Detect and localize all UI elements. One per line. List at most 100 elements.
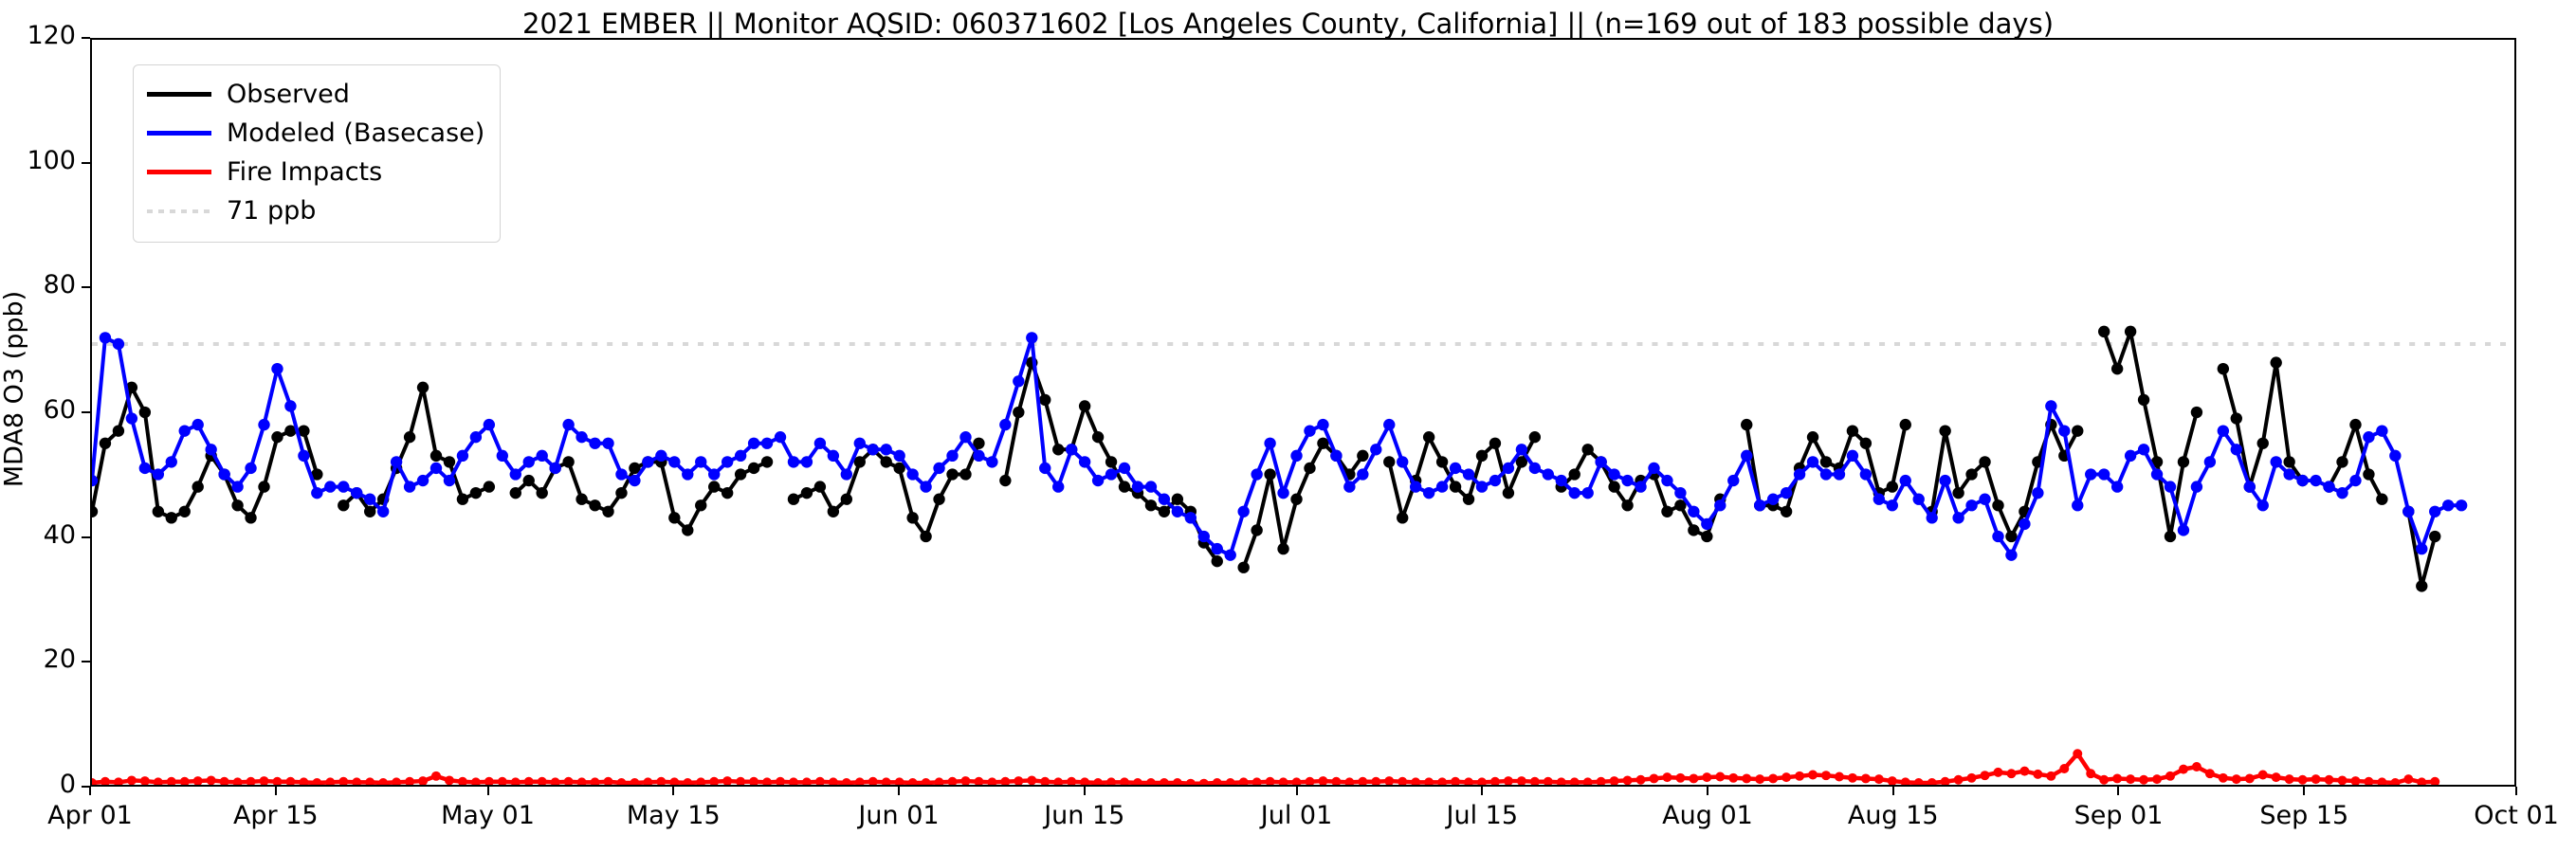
data-point-marker bbox=[590, 777, 600, 785]
data-point-marker bbox=[1078, 456, 1091, 468]
data-point-marker bbox=[2097, 468, 2110, 481]
data-point-marker bbox=[1675, 772, 1686, 783]
data-point-marker bbox=[1237, 505, 1250, 517]
data-point-marker bbox=[1702, 772, 1712, 783]
data-point-marker bbox=[1383, 418, 1396, 431]
data-point-marker bbox=[2363, 468, 2375, 481]
data-point-marker bbox=[934, 777, 944, 785]
data-point-marker bbox=[431, 771, 441, 781]
data-point-marker bbox=[2296, 474, 2309, 487]
data-point-marker bbox=[99, 332, 112, 344]
data-point-marker bbox=[1568, 486, 1580, 499]
data-point-marker bbox=[536, 486, 548, 499]
data-point-marker bbox=[1661, 505, 1673, 517]
data-point-marker bbox=[854, 777, 865, 785]
data-point-marker bbox=[1039, 393, 1051, 407]
data-point-marker bbox=[987, 777, 997, 785]
data-point-marker bbox=[629, 462, 641, 475]
data-point-marker bbox=[1145, 778, 1156, 785]
data-point-marker bbox=[2243, 481, 2256, 493]
data-point-marker bbox=[1753, 499, 1766, 512]
data-point-marker bbox=[1397, 456, 1409, 468]
legend-item[interactable]: Fire Impacts bbox=[147, 153, 484, 191]
data-point-marker bbox=[1449, 462, 1462, 475]
data-point-marker bbox=[1503, 776, 1513, 785]
data-point-marker bbox=[1277, 542, 1289, 555]
data-point-marker bbox=[1940, 776, 1950, 785]
data-point-marker bbox=[92, 474, 99, 487]
data-point-marker bbox=[1569, 777, 1580, 785]
data-point-marker bbox=[1251, 777, 1262, 785]
data-point-marker bbox=[2005, 549, 2018, 561]
data-point-marker bbox=[2006, 769, 2017, 779]
data-point-marker bbox=[1464, 777, 1474, 785]
legend-swatch-icon bbox=[147, 199, 211, 224]
data-point-marker bbox=[906, 468, 919, 481]
data-point-marker bbox=[1290, 493, 1303, 505]
data-point-marker bbox=[1027, 775, 1037, 785]
data-point-marker bbox=[749, 776, 759, 785]
data-point-marker bbox=[1581, 486, 1594, 499]
data-point-marker bbox=[2270, 356, 2282, 369]
data-point-marker bbox=[708, 468, 721, 481]
data-point-marker bbox=[246, 776, 256, 785]
data-point-marker bbox=[429, 449, 443, 463]
x-tick-label: Jun 01 bbox=[858, 801, 940, 830]
data-point-marker bbox=[828, 777, 838, 785]
data-point-marker bbox=[827, 505, 840, 517]
data-point-marker bbox=[1846, 449, 1859, 463]
data-point-marker bbox=[1979, 493, 1991, 505]
data-point-marker bbox=[575, 431, 588, 444]
data-point-marker bbox=[2124, 449, 2137, 463]
legend-item[interactable]: Modeled (Basecase) bbox=[147, 114, 484, 153]
data-point-marker bbox=[152, 468, 165, 481]
data-point-marker bbox=[2364, 776, 2374, 785]
data-point-marker bbox=[351, 486, 363, 499]
data-point-marker bbox=[1343, 481, 1356, 493]
data-point-marker bbox=[1965, 468, 1978, 481]
data-point-marker bbox=[1198, 778, 1209, 785]
data-point-marker bbox=[1662, 772, 1672, 783]
data-point-marker bbox=[1078, 400, 1091, 412]
data-point-marker bbox=[299, 777, 309, 785]
data-point-marker bbox=[840, 493, 853, 505]
data-point-marker bbox=[1873, 774, 1884, 785]
data-point-marker bbox=[298, 425, 310, 437]
legend-item[interactable]: 71 ppb bbox=[147, 191, 484, 230]
data-point-marker bbox=[1859, 437, 1873, 449]
data-point-marker bbox=[1502, 486, 1515, 499]
data-point-marker bbox=[470, 777, 481, 785]
data-point-marker bbox=[787, 456, 800, 468]
data-point-marker bbox=[1277, 486, 1289, 499]
data-point-marker bbox=[2190, 406, 2203, 419]
data-point-marker bbox=[1529, 776, 1540, 785]
x-tick-label: Apr 15 bbox=[232, 801, 319, 830]
data-point-marker bbox=[1768, 773, 1779, 784]
data-point-marker bbox=[523, 776, 534, 785]
data-point-marker bbox=[2218, 772, 2228, 783]
data-point-marker bbox=[1568, 468, 1580, 481]
data-point-marker bbox=[378, 778, 389, 785]
data-point-marker bbox=[2363, 431, 2375, 444]
legend-label: Fire Impacts bbox=[227, 157, 383, 187]
data-point-marker bbox=[365, 777, 375, 785]
data-point-marker bbox=[2311, 774, 2321, 785]
data-point-marker bbox=[1556, 777, 1566, 785]
data-point-marker bbox=[2377, 777, 2387, 785]
data-point-marker bbox=[1118, 462, 1131, 475]
data-point-marker bbox=[2349, 418, 2362, 431]
data-point-marker bbox=[1290, 449, 1303, 463]
data-point-marker bbox=[1238, 777, 1249, 785]
data-point-marker bbox=[2283, 468, 2295, 481]
data-point-marker bbox=[469, 431, 483, 444]
data-point-marker bbox=[537, 776, 547, 785]
legend-item[interactable]: Observed bbox=[147, 75, 484, 114]
data-point-marker bbox=[1741, 418, 1753, 431]
data-point-marker bbox=[1317, 437, 1329, 449]
data-point-marker bbox=[549, 462, 561, 475]
data-point-marker bbox=[416, 381, 429, 393]
data-point-marker bbox=[1979, 456, 1991, 468]
data-point-marker bbox=[2112, 773, 2123, 784]
data-point-marker bbox=[509, 486, 521, 499]
data-point-marker bbox=[1000, 776, 1011, 785]
